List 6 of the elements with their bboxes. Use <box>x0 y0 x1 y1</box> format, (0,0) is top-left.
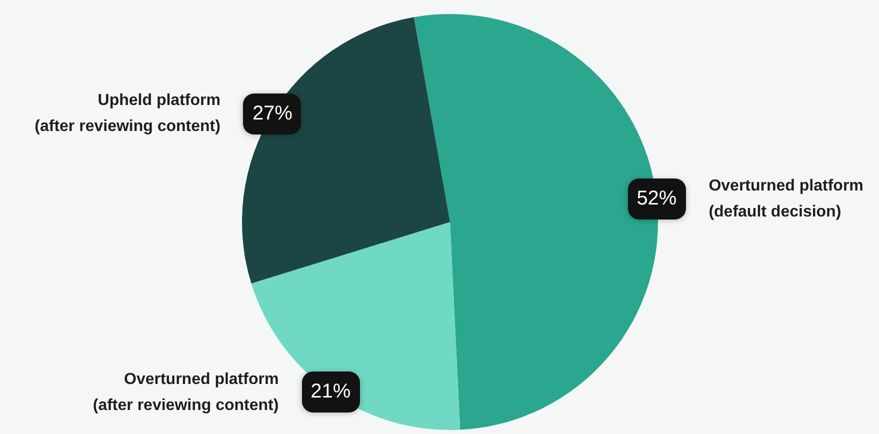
data-label: 27% <box>243 93 302 134</box>
data-label: 21% <box>302 372 360 413</box>
data-label: 52% <box>628 178 686 220</box>
slice-label: Overturned platform (default decision) <box>708 177 864 220</box>
slice-label: Upheld platform (after reviewing content) <box>34 92 220 136</box>
slice-label: Overturned platform (after reviewing content) <box>92 370 279 414</box>
